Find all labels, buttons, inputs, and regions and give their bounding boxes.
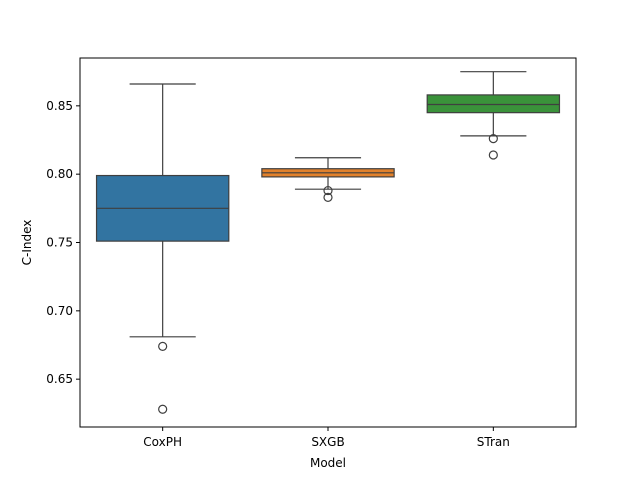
outlier-point — [323, 192, 333, 202]
outlier-point — [488, 134, 498, 144]
y-axis-label: C-Index — [20, 220, 34, 266]
plot-area — [95, 71, 561, 414]
box-sxgb — [261, 157, 395, 202]
box-iqr — [426, 94, 561, 114]
outlier-point — [158, 404, 168, 414]
y-tick-label: 0.85 — [46, 99, 73, 113]
x-axis-label: Model — [310, 456, 346, 470]
y-tick-label: 0.75 — [46, 236, 73, 250]
y-tick-label: 0.80 — [46, 167, 73, 181]
x-tick-label: CoxPH — [143, 435, 182, 449]
x-axis: CoxPH SXGB STran — [143, 427, 510, 449]
x-tick-label: STran — [477, 435, 510, 449]
outlier-point — [158, 341, 168, 351]
outlier-point — [323, 185, 333, 196]
box-stran — [426, 71, 561, 160]
y-tick-label: 0.70 — [46, 304, 73, 318]
y-tick-label: 0.65 — [46, 372, 73, 386]
outlier-point — [488, 150, 498, 160]
x-tick-label: SXGB — [311, 435, 344, 449]
y-axis: 0.65 0.70 0.75 0.80 0.85 — [46, 99, 80, 386]
plot-frame — [79, 57, 577, 428]
box-coxph — [95, 83, 230, 414]
